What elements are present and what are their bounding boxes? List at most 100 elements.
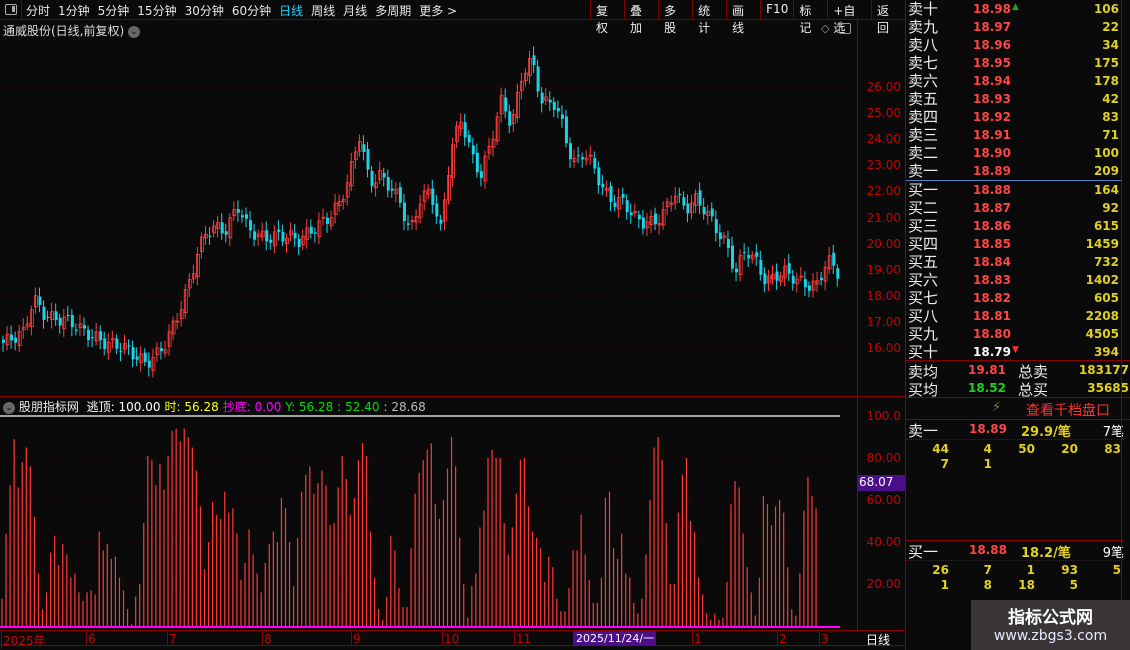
- tab-2[interactable]: 5分钟: [97, 4, 130, 18]
- price-tick: 17.00: [866, 314, 901, 329]
- candle-body: [159, 348, 163, 352]
- candle-body: [694, 193, 698, 206]
- level-price: 18.83: [973, 273, 1011, 287]
- buy-level-3[interactable]: 买三 18.86 615: [906, 217, 1121, 235]
- candle-body: [698, 190, 702, 206]
- candle-body: [220, 222, 224, 234]
- crosshair-date: 2025/11/24/一: [573, 631, 656, 646]
- level-label: 卖二: [908, 144, 939, 162]
- sell-level-2[interactable]: 卖九 18.97 22: [906, 18, 1121, 36]
- price-tick: 23.00: [866, 158, 901, 173]
- candle-body: [738, 254, 743, 275]
- sell-level-6[interactable]: 卖五 18.93 42: [906, 90, 1121, 108]
- layout-toggle-icon[interactable]: [0, 0, 22, 20]
- buy-level-2[interactable]: 买二 18.87 92: [906, 199, 1121, 217]
- tab-1[interactable]: 1分钟: [58, 4, 90, 18]
- candle-body: [297, 238, 301, 248]
- tab-0[interactable]: 分时: [26, 4, 51, 18]
- chevron-down-icon[interactable]: ⌄: [128, 25, 141, 38]
- buy-level-8[interactable]: 买八 18.81 2208: [906, 307, 1121, 325]
- sell-level-5[interactable]: 卖六 18.94 178: [906, 72, 1121, 90]
- tab-4[interactable]: 30分钟: [184, 4, 224, 18]
- candle-body: [103, 338, 107, 350]
- level-volume: 42: [1102, 92, 1119, 106]
- buy-level-10[interactable]: 买十 18.79 394 ▼: [906, 343, 1121, 361]
- toolbar-button-0[interactable]: 复权: [590, 0, 624, 35]
- candle-body: [106, 341, 111, 353]
- candle-body: [87, 329, 91, 341]
- date-tick: 6: [86, 632, 96, 646]
- candle-body: [673, 195, 678, 204]
- candle-body: [78, 323, 83, 328]
- toolbar-button-3[interactable]: 统计: [692, 0, 726, 35]
- price-chart[interactable]: [0, 20, 857, 630]
- sell-level-9[interactable]: 卖二 18.90 100: [906, 144, 1121, 162]
- candle-body: [823, 266, 828, 282]
- candle-body: [617, 196, 621, 210]
- chevron-down-icon[interactable]: ⌄: [3, 401, 15, 414]
- toolbar-button-1[interactable]: 叠加: [624, 0, 658, 35]
- buy-level-4[interactable]: 买四 18.85 1459: [906, 235, 1121, 253]
- candle-body: [682, 197, 686, 206]
- diamond-icon[interactable]: ◇: [821, 22, 830, 35]
- buy-level-5[interactable]: 买五 18.84 732: [906, 253, 1121, 271]
- candle-body: [256, 233, 261, 238]
- candle-body: [394, 188, 399, 195]
- watermark: 指标公式网 www.zbgs3.com: [971, 600, 1130, 650]
- level-volume: 100: [1093, 146, 1119, 160]
- tab-9[interactable]: 多周期: [375, 4, 412, 18]
- view-thousand-levels-link[interactable]: 查看千档盘口: [1026, 403, 1110, 419]
- order-size: 50: [1018, 442, 1035, 456]
- tab-10[interactable]: 更多 >: [419, 4, 458, 18]
- toolbar-button-8[interactable]: 返回: [871, 0, 905, 35]
- toolbar-button-5[interactable]: F10: [760, 0, 793, 20]
- sell-level-3[interactable]: 卖八 18.96 34: [906, 36, 1121, 54]
- tab-7[interactable]: 周线: [311, 4, 336, 18]
- buy-level-7[interactable]: 买七 18.82 605: [906, 289, 1121, 307]
- toolbar-button-2[interactable]: 多股: [658, 0, 692, 35]
- candle-body: [187, 279, 192, 289]
- candle-body: [362, 144, 366, 153]
- indicator-value-1: 时: 56.28: [164, 400, 219, 414]
- toolbar-button-6[interactable]: 标记: [793, 0, 827, 35]
- sell-level-8[interactable]: 卖三 18.91 71: [906, 126, 1121, 144]
- candle-body: [637, 214, 641, 220]
- tab-3[interactable]: 15分钟: [137, 4, 177, 18]
- tab-6[interactable]: 日线: [279, 4, 304, 18]
- order-size: 5: [1069, 578, 1078, 592]
- sell-level-1[interactable]: 卖十 18.98 106 ▲: [906, 0, 1121, 18]
- candle-body: [540, 92, 544, 104]
- level-volume: 71: [1102, 128, 1119, 142]
- tab-5[interactable]: 60分钟: [231, 4, 272, 18]
- candle-body: [5, 333, 10, 346]
- price-tick: 25.00: [866, 106, 901, 121]
- tab-8[interactable]: 月线: [343, 4, 368, 18]
- level-volume: 4505: [1085, 327, 1119, 341]
- toolbar-button-7[interactable]: +自选: [827, 0, 871, 35]
- buy-level-6[interactable]: 买六 18.83 1402: [906, 271, 1121, 289]
- level-price: 18.92: [973, 110, 1011, 124]
- buy-level-1[interactable]: 买一 18.88 164: [906, 181, 1121, 199]
- buy-level-9[interactable]: 买九 18.80 4505: [906, 325, 1121, 343]
- candle-body: [402, 202, 406, 221]
- panel-toggle-icon[interactable]: [839, 23, 851, 34]
- level-label: 卖八: [908, 36, 939, 54]
- level-price: 18.89: [973, 164, 1011, 178]
- sell-level-4[interactable]: 卖七 18.95 175: [906, 54, 1121, 72]
- candle-body: [491, 138, 496, 148]
- level-volume: 605: [1093, 291, 1119, 305]
- candle-body: [508, 111, 512, 126]
- candle-body: [815, 280, 820, 285]
- detail-price: 18.88: [969, 543, 1007, 557]
- toolbar-button-4[interactable]: 画线: [726, 0, 760, 35]
- sell-level-10[interactable]: 卖一 18.89 209: [906, 162, 1121, 180]
- date-tick: 2: [777, 632, 787, 646]
- candle-body: [633, 211, 638, 214]
- level-volume: 1459: [1085, 237, 1119, 251]
- date-axis: 2025/11/24/一 日线 2025年 6 7 8 9 10 11 1 2 3: [0, 630, 905, 649]
- candle-body: [613, 202, 617, 207]
- level-label: 买六: [908, 271, 939, 289]
- sell-level-7[interactable]: 卖四 18.92 83: [906, 108, 1121, 126]
- candle-body: [204, 233, 208, 239]
- price-tick: 26.00: [866, 80, 901, 94]
